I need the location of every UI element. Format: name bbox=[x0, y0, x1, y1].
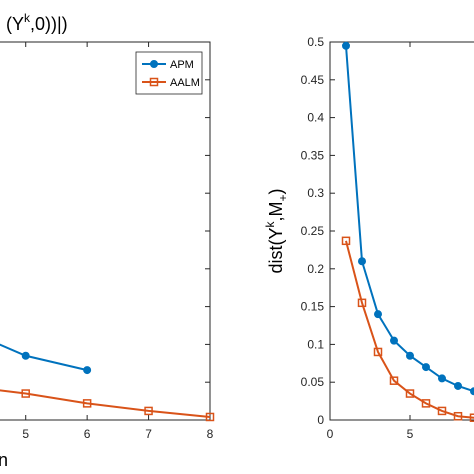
right-y-tick-label: 0.15 bbox=[301, 300, 325, 314]
right-apm-point bbox=[358, 257, 366, 266]
left-apm-line bbox=[0, 343, 88, 372]
left-aalm-point bbox=[205, 412, 215, 422]
right-x-tick-label: 0 bbox=[327, 427, 334, 441]
right-ylabel: dist(Yk,M+) bbox=[263, 188, 290, 273]
left-apm-point bbox=[21, 351, 30, 360]
left-plot-area bbox=[0, 41, 211, 421]
left-ylabel: (Yk,0))|) bbox=[6, 11, 68, 34]
left-y-ticks bbox=[205, 41, 210, 421]
legend-aalm-label: AALM bbox=[170, 77, 200, 89]
right-y-ticks: 0 0.05 0.1 0.15 0.2 0.25 0.3 0.35 0.4 0.45 0.5 bbox=[301, 35, 335, 427]
right-ylabel-pre: dist(Y bbox=[266, 228, 286, 274]
right-aalm-point bbox=[357, 298, 367, 308]
right-apm-point bbox=[390, 336, 398, 345]
right-y-tick-label: 0.5 bbox=[307, 35, 324, 49]
right-chart: 00.050.10.150.20.250.30.350.40.450.5 051… bbox=[263, 35, 474, 441]
right-apm-point bbox=[406, 351, 414, 360]
left-series bbox=[0, 343, 215, 422]
left-ylabel-sup: k bbox=[24, 11, 31, 25]
left-aalm-point bbox=[82, 399, 92, 408]
right-aalm-point bbox=[405, 389, 415, 398]
left-x-ticks: 5 6 7 8 bbox=[22, 42, 214, 441]
legend-aalm-marker bbox=[149, 77, 159, 87]
right-apm-point bbox=[374, 310, 382, 319]
left-x-tick-label: 8 bbox=[207, 427, 214, 441]
left-x-tick-label: 5 bbox=[22, 427, 29, 441]
left-apm-point bbox=[83, 366, 92, 375]
right-apm-line bbox=[345, 45, 474, 393]
left-aalm-point bbox=[21, 389, 30, 398]
right-y-tick-label: 0.45 bbox=[301, 73, 325, 87]
right-plot-area bbox=[329, 41, 474, 421]
right-apm-point bbox=[438, 374, 446, 383]
right-aalm-point bbox=[469, 413, 474, 422]
right-aalm-line bbox=[345, 240, 474, 419]
right-apm-point bbox=[342, 41, 350, 50]
right-aalm-point bbox=[421, 399, 431, 408]
right-aalm-point bbox=[373, 347, 383, 357]
right-y-tick-label: 0.05 bbox=[301, 375, 325, 389]
left-aalm-point bbox=[144, 406, 153, 416]
left-x-tick-label: 7 bbox=[145, 427, 152, 441]
right-apm-point bbox=[470, 387, 474, 396]
right-ylabel-mid: ,M bbox=[266, 202, 286, 222]
left-ylabel-prefix: (Y bbox=[6, 14, 24, 34]
left-x-tick-label: 6 bbox=[84, 427, 91, 441]
legend-apm-label: APM bbox=[170, 59, 194, 71]
right-apm-point bbox=[454, 381, 462, 390]
legend-box bbox=[135, 51, 203, 95]
left-ylabel-tail: ,0))|) bbox=[30, 14, 68, 34]
right-apm-point bbox=[422, 363, 430, 372]
right-ylabel-post: ) bbox=[266, 188, 286, 194]
right-ylabel-sub: + bbox=[276, 194, 290, 201]
legend: APM AALM bbox=[135, 51, 203, 95]
right-series bbox=[341, 41, 474, 422]
right-y-tick-label: 0.3 bbox=[307, 186, 324, 200]
right-y-tick-label: 0.1 bbox=[307, 337, 324, 351]
right-aalm-point bbox=[453, 411, 463, 421]
right-y-tick-label: 0 bbox=[317, 413, 324, 427]
left-chart: (Yk,0))|) 5 6 7 8 APM AALM n bbox=[0, 11, 215, 470]
left-xlabel: n bbox=[0, 450, 8, 470]
right-aalm-point bbox=[437, 406, 447, 416]
legend-apm-marker bbox=[150, 60, 158, 68]
right-y-tick-label: 0.25 bbox=[301, 224, 325, 238]
right-ylabel-sup: k bbox=[263, 221, 277, 228]
right-y-tick-label: 0.4 bbox=[307, 111, 324, 125]
right-x-tick-label: 5 bbox=[407, 427, 414, 441]
right-y-tick-label: 0.2 bbox=[307, 262, 324, 276]
right-x-ticks: 0510 bbox=[327, 42, 414, 441]
right-aalm-point bbox=[389, 376, 399, 385]
right-y-tick-label: 0.35 bbox=[301, 148, 325, 162]
left-aalm-line bbox=[0, 389, 211, 418]
right-aalm-point bbox=[341, 236, 351, 246]
